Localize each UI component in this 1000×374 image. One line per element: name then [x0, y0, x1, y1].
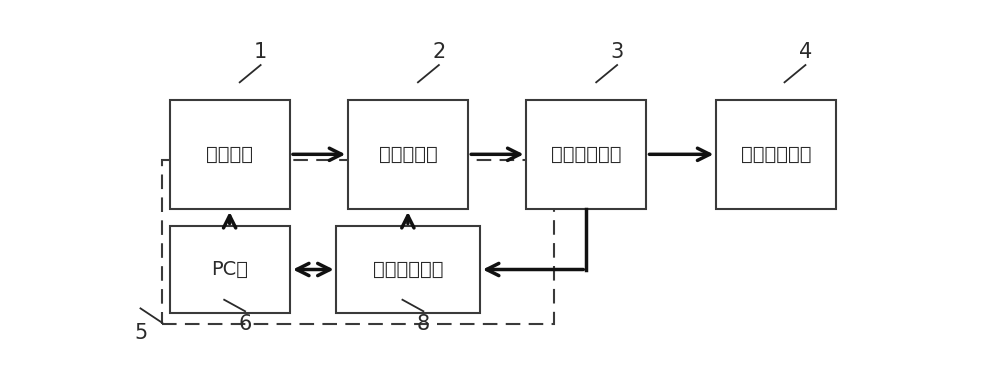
Text: 功率电源: 功率电源 — [206, 145, 253, 164]
Bar — [170, 99, 290, 209]
Text: 3: 3 — [610, 42, 624, 62]
Text: PC端: PC端 — [211, 260, 248, 279]
Text: 多层感应线圈: 多层感应线圈 — [741, 145, 811, 164]
Bar — [162, 160, 554, 324]
Bar — [716, 99, 836, 209]
Text: 电流放大谐振: 电流放大谐振 — [551, 145, 621, 164]
Text: 2: 2 — [432, 42, 446, 62]
Text: 8: 8 — [417, 314, 430, 334]
Bar — [170, 226, 290, 313]
Bar — [348, 99, 468, 209]
Text: 信号控制电路: 信号控制电路 — [373, 260, 443, 279]
Text: 4: 4 — [799, 42, 812, 62]
Bar — [526, 99, 646, 209]
Text: 5: 5 — [134, 323, 147, 343]
Text: 6: 6 — [238, 314, 252, 334]
Bar — [336, 226, 480, 313]
Text: 高频逆变器: 高频逆变器 — [378, 145, 437, 164]
Text: 1: 1 — [254, 42, 267, 62]
